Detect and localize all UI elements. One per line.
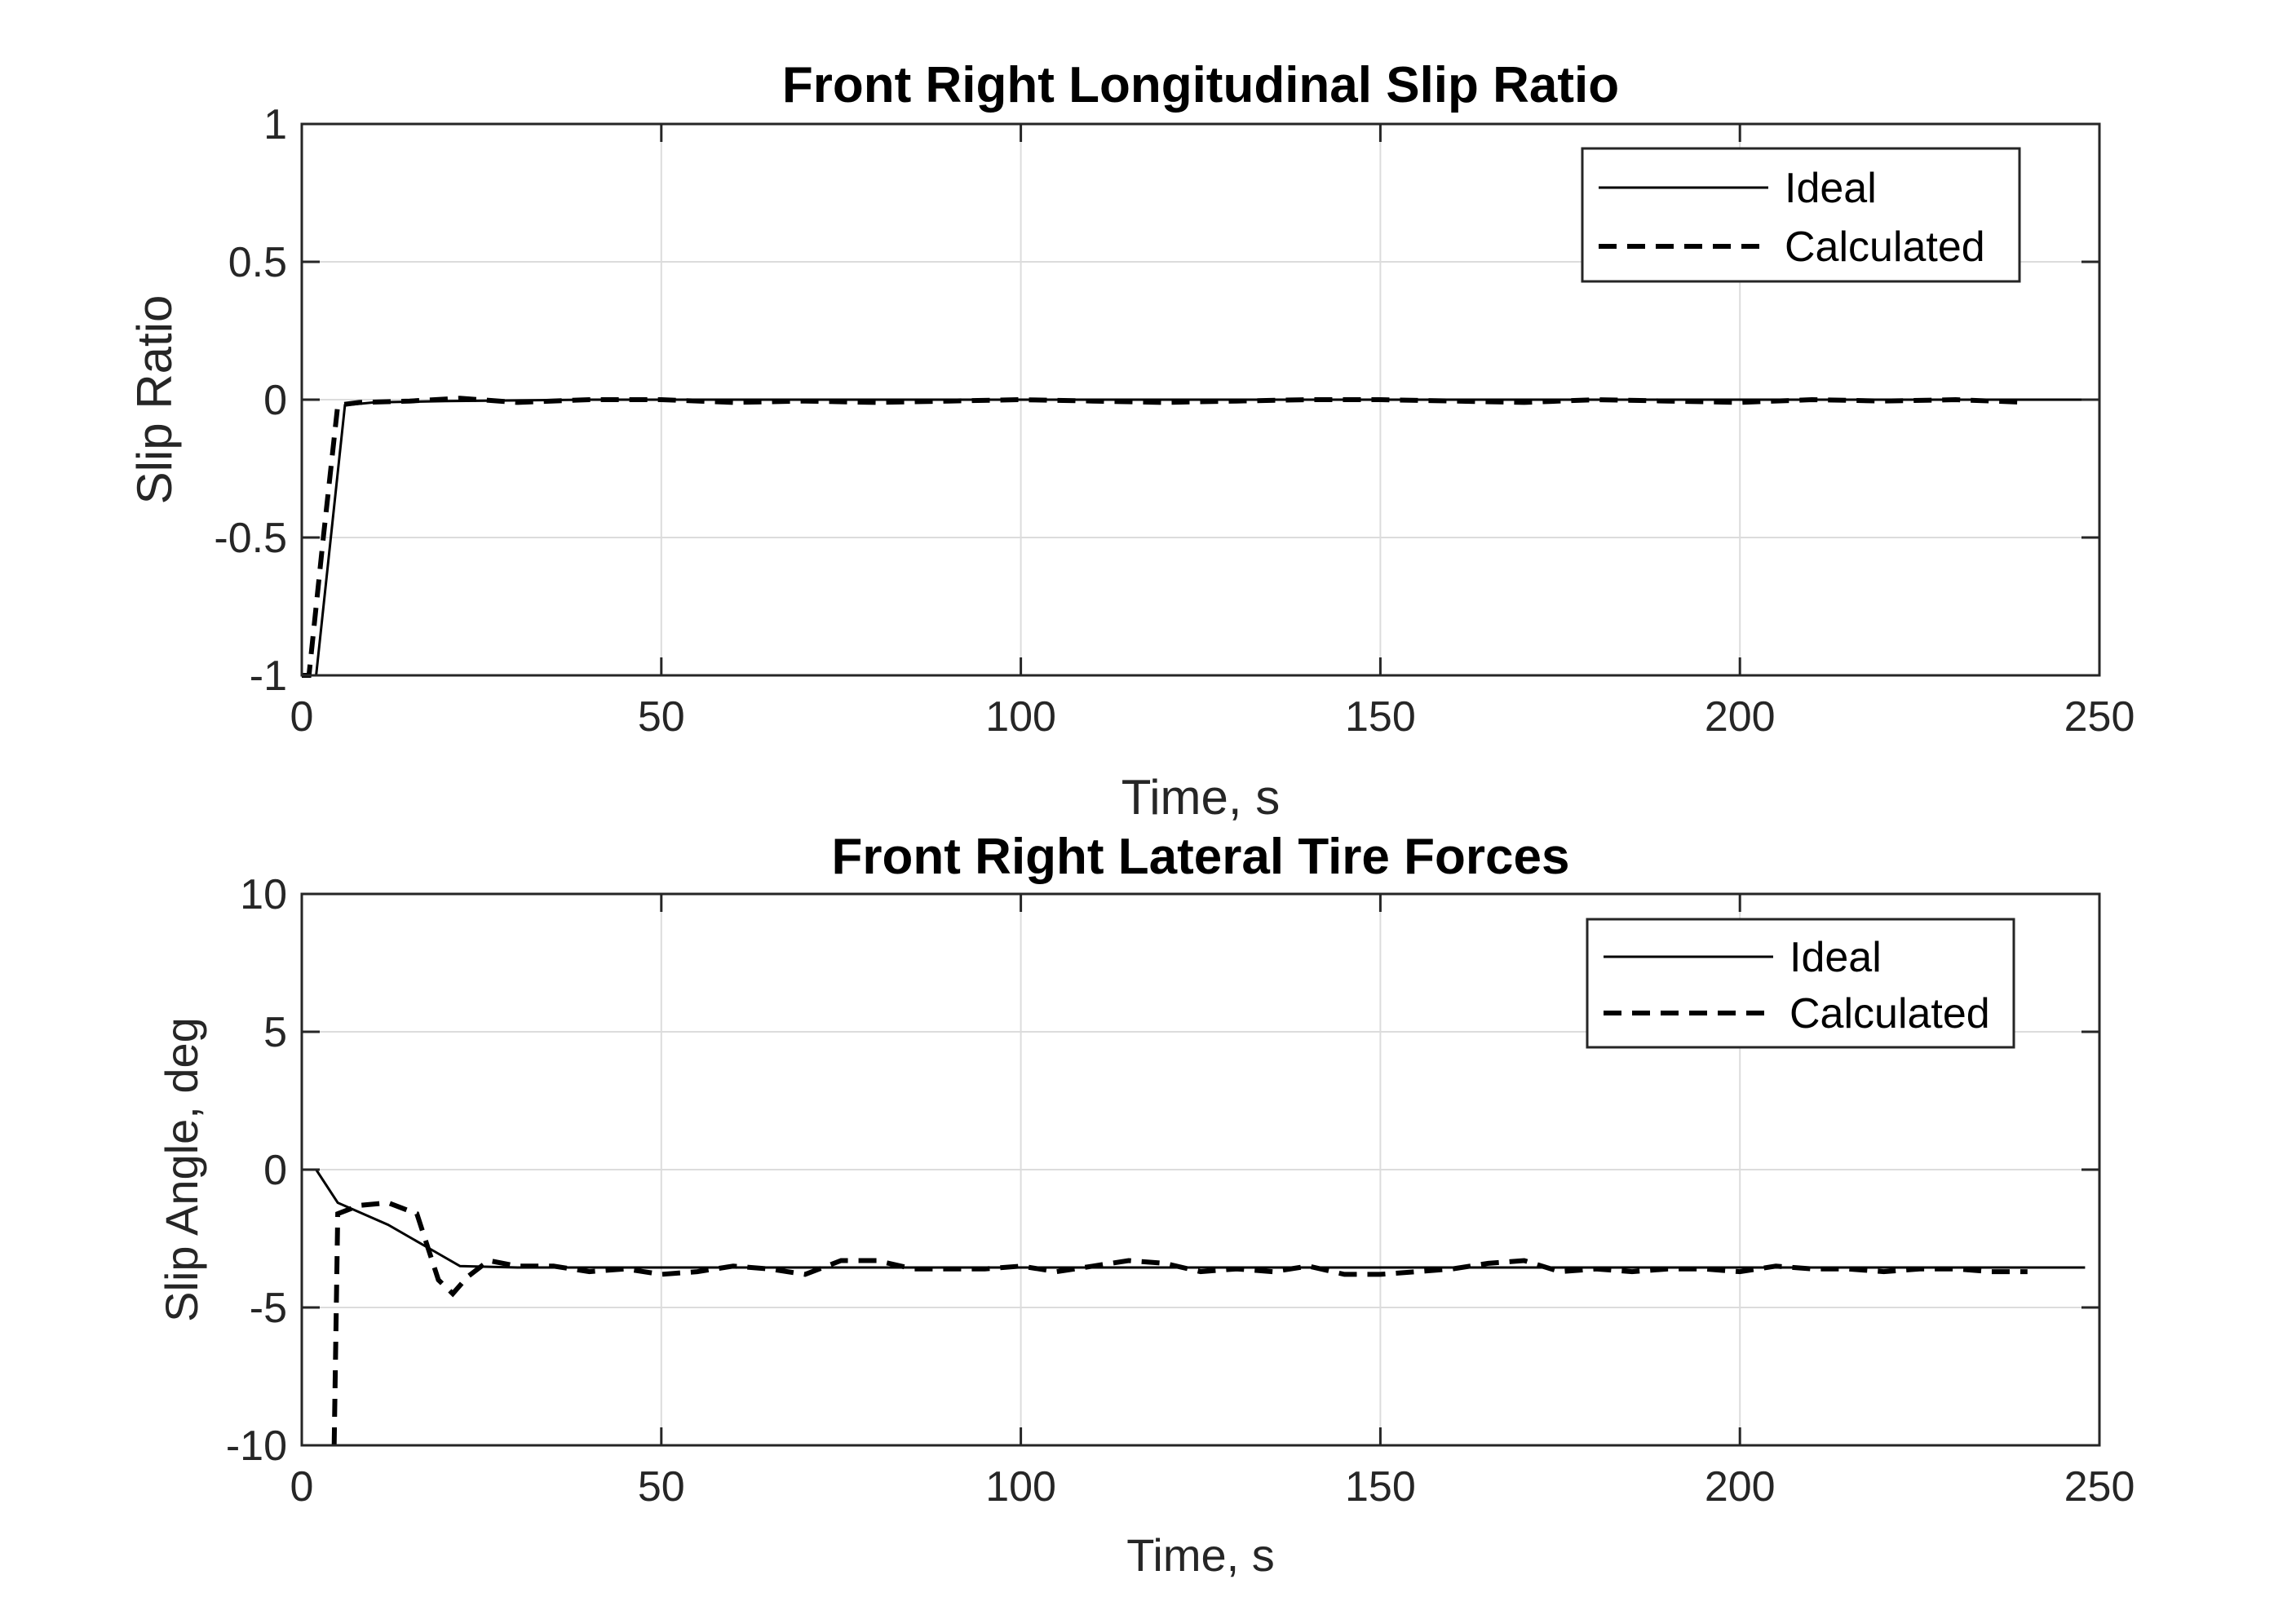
slip-ratio-x-tick-label: 50 bbox=[638, 693, 685, 741]
slip-ratio-x-tick-label: 0 bbox=[290, 693, 314, 741]
slip-ratio-legend-ideal-label: Ideal bbox=[1785, 165, 1877, 212]
slip-ratio-legend: Ideal Calculated bbox=[1581, 147, 2021, 283]
slip-angle-legend-calculated-label: Calculated bbox=[1789, 990, 1990, 1037]
slip-ratio-y-axis-label: Slip Ratio bbox=[127, 295, 182, 505]
slip-angle-y-tick-label: 5 bbox=[263, 1009, 287, 1056]
slip-angle-chart-title: Front Right Lateral Tire Forces bbox=[832, 829, 1570, 885]
slip-ratio-chart-title: Front Right Longitudinal Slip Ratio bbox=[782, 57, 1619, 113]
slip-angle-x-axis-label: Time, s bbox=[1126, 1529, 1274, 1581]
slip-ratio-legend-box bbox=[1581, 147, 2021, 283]
slip-ratio-y-tick-label: 1 bbox=[263, 101, 287, 148]
slip-angle-legend-box bbox=[1586, 918, 2015, 1049]
slip-angle-y-tick-label: 10 bbox=[240, 871, 287, 918]
slip-angle-x-tick-label: 250 bbox=[2064, 1463, 2135, 1511]
slip-ratio-subplot: 0 50 100 150 200 250 -1 -0.5 0 0.5 1 Front Right L… bbox=[127, 57, 2135, 825]
slip-angle-x-tick-label: 0 bbox=[290, 1463, 314, 1511]
slip-angle-x-tick-label: 50 bbox=[638, 1463, 685, 1511]
slip-angle-x-tick-label: 200 bbox=[1705, 1463, 1776, 1511]
slip-angle-x-tick-label: 150 bbox=[1345, 1463, 1416, 1511]
slip-ratio-x-tick-label: 250 bbox=[2064, 693, 2135, 741]
slip-angle-x-tick-label: 100 bbox=[985, 1463, 1056, 1511]
slip-angle-legend: Ideal Calculated bbox=[1586, 918, 2015, 1049]
slip-angle-calculated-series-line bbox=[331, 1200, 2028, 1446]
slip-ratio-legend-calculated-label: Calculated bbox=[1785, 223, 1985, 271]
slip-ratio-y-tick-label: 0.5 bbox=[228, 239, 287, 286]
slip-ratio-y-tick-label: -0.5 bbox=[214, 515, 287, 562]
slip-ratio-y-tick-label: -1 bbox=[250, 653, 287, 700]
slip-ratio-calculated-series-line bbox=[302, 396, 2028, 678]
slip-angle-ideal-series-line bbox=[302, 1168, 2086, 1269]
slip-ratio-x-axis-label: Time, s bbox=[1121, 770, 1280, 825]
slip-ratio-x-tick-label: 200 bbox=[1705, 693, 1776, 741]
slip-angle-y-tick-label: -10 bbox=[226, 1422, 287, 1470]
slip-ratio-y-tick-label: 0 bbox=[263, 377, 287, 424]
slip-ratio-x-tick-label: 150 bbox=[1345, 693, 1416, 741]
slip-angle-legend-ideal-label: Ideal bbox=[1789, 934, 1882, 981]
slip-angle-subplot: 0 50 100 150 200 250 -10 -5 0 5 10 Front Right Lat… bbox=[156, 829, 2135, 1581]
slip-angle-y-axis-label: Slip Angle, deg bbox=[156, 1017, 207, 1322]
slip-angle-y-tick-label: 0 bbox=[263, 1147, 287, 1194]
slip-ratio-x-tick-label: 100 bbox=[985, 693, 1056, 741]
slip-angle-y-tick-label: -5 bbox=[250, 1285, 287, 1332]
